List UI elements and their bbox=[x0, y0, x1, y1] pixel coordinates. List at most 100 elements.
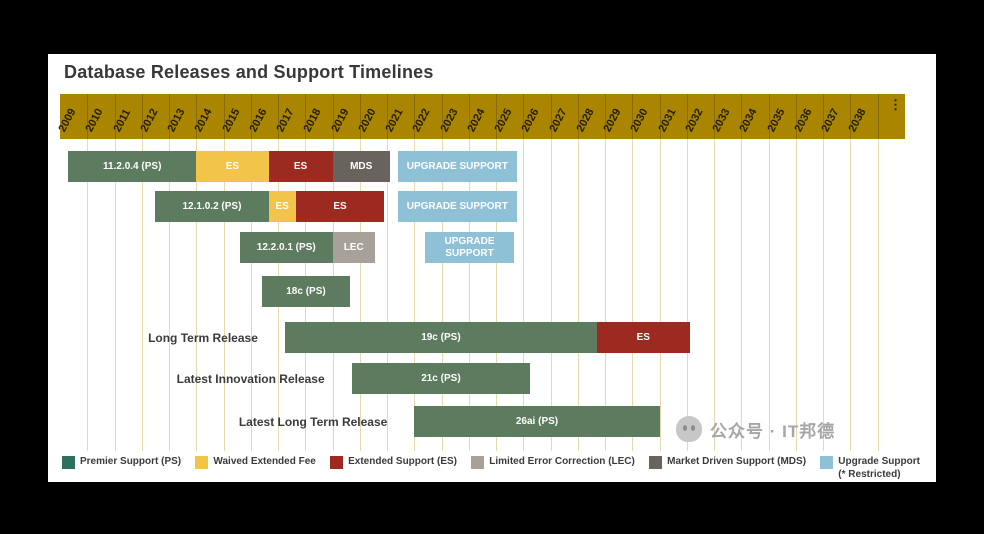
bar-12-1-0-2-upgrade-support: UPGRADE SUPPORT bbox=[398, 191, 517, 222]
band-separator-2032 bbox=[686, 94, 688, 139]
timeline-plot-area: 11.2.0.4 (PS) ES ES MDS UPGRADE SUPPORT 12.1.… bbox=[60, 139, 905, 451]
watermark-text: 公众号 · IT邦德 bbox=[710, 421, 836, 441]
band-separator-2023 bbox=[441, 94, 443, 139]
band-separator-2025 bbox=[496, 94, 498, 139]
row-label-26ai: Latest Long Term Release bbox=[238, 415, 388, 429]
band-separator-2027 bbox=[550, 94, 552, 139]
band-separator-2039 bbox=[877, 94, 879, 139]
legend-item-mds: Market Driven Support (MDS) bbox=[649, 456, 806, 469]
legend-label-es: Extended Support (ES) bbox=[348, 456, 458, 467]
bar-12-1-0-2-es: ES bbox=[295, 191, 385, 222]
legend-item-ps_legend: Premier Support (PS) bbox=[62, 456, 181, 469]
gridline-2025 bbox=[496, 139, 498, 451]
timeline-year-band: 2009 2010 2011 2012 2013 2014 2015 2016 2017 2018… bbox=[56, 94, 905, 139]
gridline-2035 bbox=[768, 139, 770, 451]
gridline-2029 bbox=[605, 139, 607, 451]
legend-label-ps_legend: Premier Support (PS) bbox=[80, 456, 182, 467]
gridline-2038 bbox=[850, 139, 852, 451]
bar-19c-es: ES bbox=[596, 322, 690, 353]
band-separator-2018 bbox=[305, 94, 307, 139]
band-separator-2028 bbox=[577, 94, 579, 139]
band-separator-2012 bbox=[141, 94, 143, 139]
bar-12-2-0-1-lec: LEC bbox=[332, 232, 375, 263]
bar-12-2-0-1-12-2-0-1-ps-: 12.2.0.1 (PS) bbox=[239, 232, 333, 263]
band-separator-2020 bbox=[359, 94, 361, 139]
band-separator-2030 bbox=[632, 94, 634, 139]
legend-swatch-upgrade bbox=[820, 456, 834, 469]
bar-12-2-0-1-upgrade-support: UPGRADE SUPPORT bbox=[425, 232, 514, 263]
band-separator-2019 bbox=[332, 94, 334, 139]
legend-item-upgrade: Upgrade Support (* Restricted) bbox=[820, 456, 920, 481]
row-label-21c: Latest Innovation Release bbox=[176, 372, 325, 386]
legend-item-es: Extended Support (ES) bbox=[330, 456, 457, 469]
band-separator-2033 bbox=[714, 94, 716, 139]
gridline-2027 bbox=[550, 139, 552, 451]
chart-title: Database Releases and Support Timelines bbox=[64, 62, 434, 82]
gridline-2039 bbox=[877, 139, 879, 451]
gridline-2021 bbox=[387, 139, 389, 451]
legend: Premier Support (PS) Waived Extended Fee E… bbox=[62, 456, 920, 481]
year-tick-2009: 2009 bbox=[56, 106, 79, 134]
gridline-2028 bbox=[577, 139, 579, 451]
band-separator-2016 bbox=[250, 94, 252, 139]
gridline-2014 bbox=[196, 139, 198, 451]
bar-11-2-0-4-es: ES bbox=[196, 151, 269, 182]
band-separator-2010 bbox=[87, 94, 89, 139]
gridline-2034 bbox=[741, 139, 743, 451]
band-separator-2037 bbox=[823, 94, 825, 139]
legend-swatch-mds bbox=[649, 456, 663, 469]
legend-label-upgrade: Upgrade Support (* Restricted) bbox=[838, 456, 920, 480]
band-separator-2029 bbox=[605, 94, 607, 139]
bar-18c-18c-ps-: 18c (PS) bbox=[261, 276, 351, 307]
legend-swatch-es bbox=[330, 456, 344, 469]
gridline-2033 bbox=[714, 139, 716, 451]
legend-label-lec: Limited Error Correction (LEC) bbox=[489, 456, 635, 467]
gridline-2011 bbox=[114, 139, 116, 451]
band-separator-2031 bbox=[659, 94, 661, 139]
gridline-2012 bbox=[141, 139, 143, 451]
legend-label-mds: Market Driven Support (MDS) bbox=[667, 456, 807, 467]
gridline-2037 bbox=[823, 139, 825, 451]
legend-swatch-lec bbox=[471, 456, 485, 469]
legend-item-waived: Waived Extended Fee bbox=[195, 456, 316, 469]
legend-swatch-waived bbox=[195, 456, 209, 469]
gridline-2010 bbox=[87, 139, 89, 451]
gridline-2020 bbox=[359, 139, 361, 451]
gridline-2024 bbox=[468, 139, 470, 451]
band-separator-2026 bbox=[523, 94, 525, 139]
gridline-2015 bbox=[223, 139, 225, 451]
band-separator-2022 bbox=[414, 94, 416, 139]
gridline-2016 bbox=[250, 139, 252, 451]
band-separator-2034 bbox=[741, 94, 743, 139]
bar-21c-21c-ps-: 21c (PS) bbox=[351, 363, 531, 394]
chart-panel: Database Releases and Support Timelines … bbox=[48, 54, 936, 482]
bar-12-1-0-2-12-1-0-2-ps-: 12.1.0.2 (PS) bbox=[155, 191, 269, 222]
gridline-2036 bbox=[795, 139, 797, 451]
bar-11-2-0-4-es: ES bbox=[268, 151, 333, 182]
band-separator-2013 bbox=[169, 94, 171, 139]
legend-swatch-ps_legend bbox=[62, 456, 75, 469]
band-separator-2035 bbox=[768, 94, 770, 139]
band-separator-2014 bbox=[196, 94, 198, 139]
ghost-icon bbox=[676, 416, 702, 442]
bar-11-2-0-4-11-2-0-4-ps-: 11.2.0.4 (PS) bbox=[68, 151, 197, 182]
gridline-2013 bbox=[169, 139, 171, 451]
band-separator-2021 bbox=[387, 94, 389, 139]
bar-26ai-26ai-ps-: 26ai (PS) bbox=[414, 406, 660, 437]
gridline-2032 bbox=[686, 139, 688, 451]
year-tick-more: ⋮ bbox=[889, 97, 902, 112]
legend-label-waived: Waived Extended Fee bbox=[213, 456, 316, 467]
band-separator-2017 bbox=[278, 94, 280, 139]
row-label-19c: Long Term Release bbox=[148, 331, 258, 345]
band-separator-2036 bbox=[795, 94, 797, 139]
gridline-2031 bbox=[659, 139, 661, 451]
watermark: 公众号 · IT邦德 bbox=[676, 416, 835, 442]
bar-12-1-0-2-es: ES bbox=[268, 191, 296, 222]
bar-11-2-0-4-upgrade-support: UPGRADE SUPPORT bbox=[398, 151, 517, 182]
legend-item-lec: Limited Error Correction (LEC) bbox=[471, 456, 635, 469]
bar-11-2-0-4-mds: MDS bbox=[332, 151, 390, 182]
gridline-2030 bbox=[632, 139, 634, 451]
gridline-2026 bbox=[523, 139, 525, 451]
gridline-2023 bbox=[441, 139, 443, 451]
